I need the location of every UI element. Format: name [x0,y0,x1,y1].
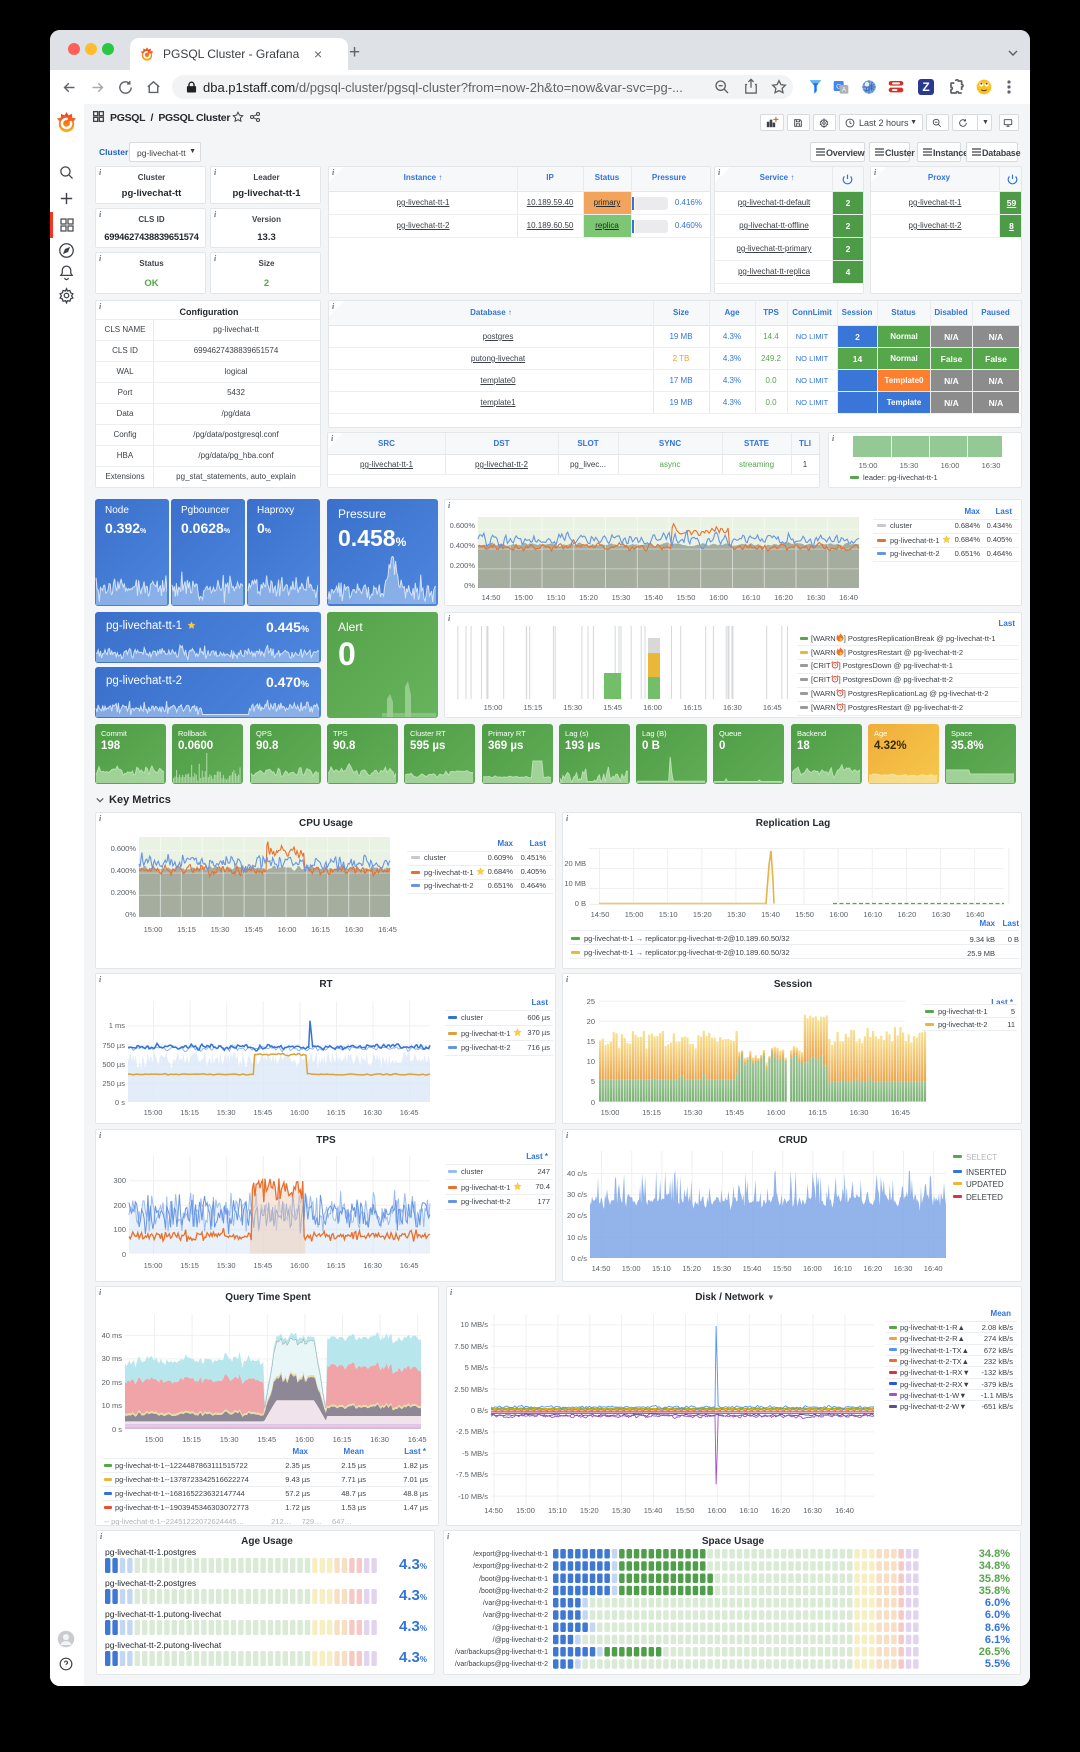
svg-text:G: G [836,83,841,90]
svg-text:A: A [842,88,846,94]
